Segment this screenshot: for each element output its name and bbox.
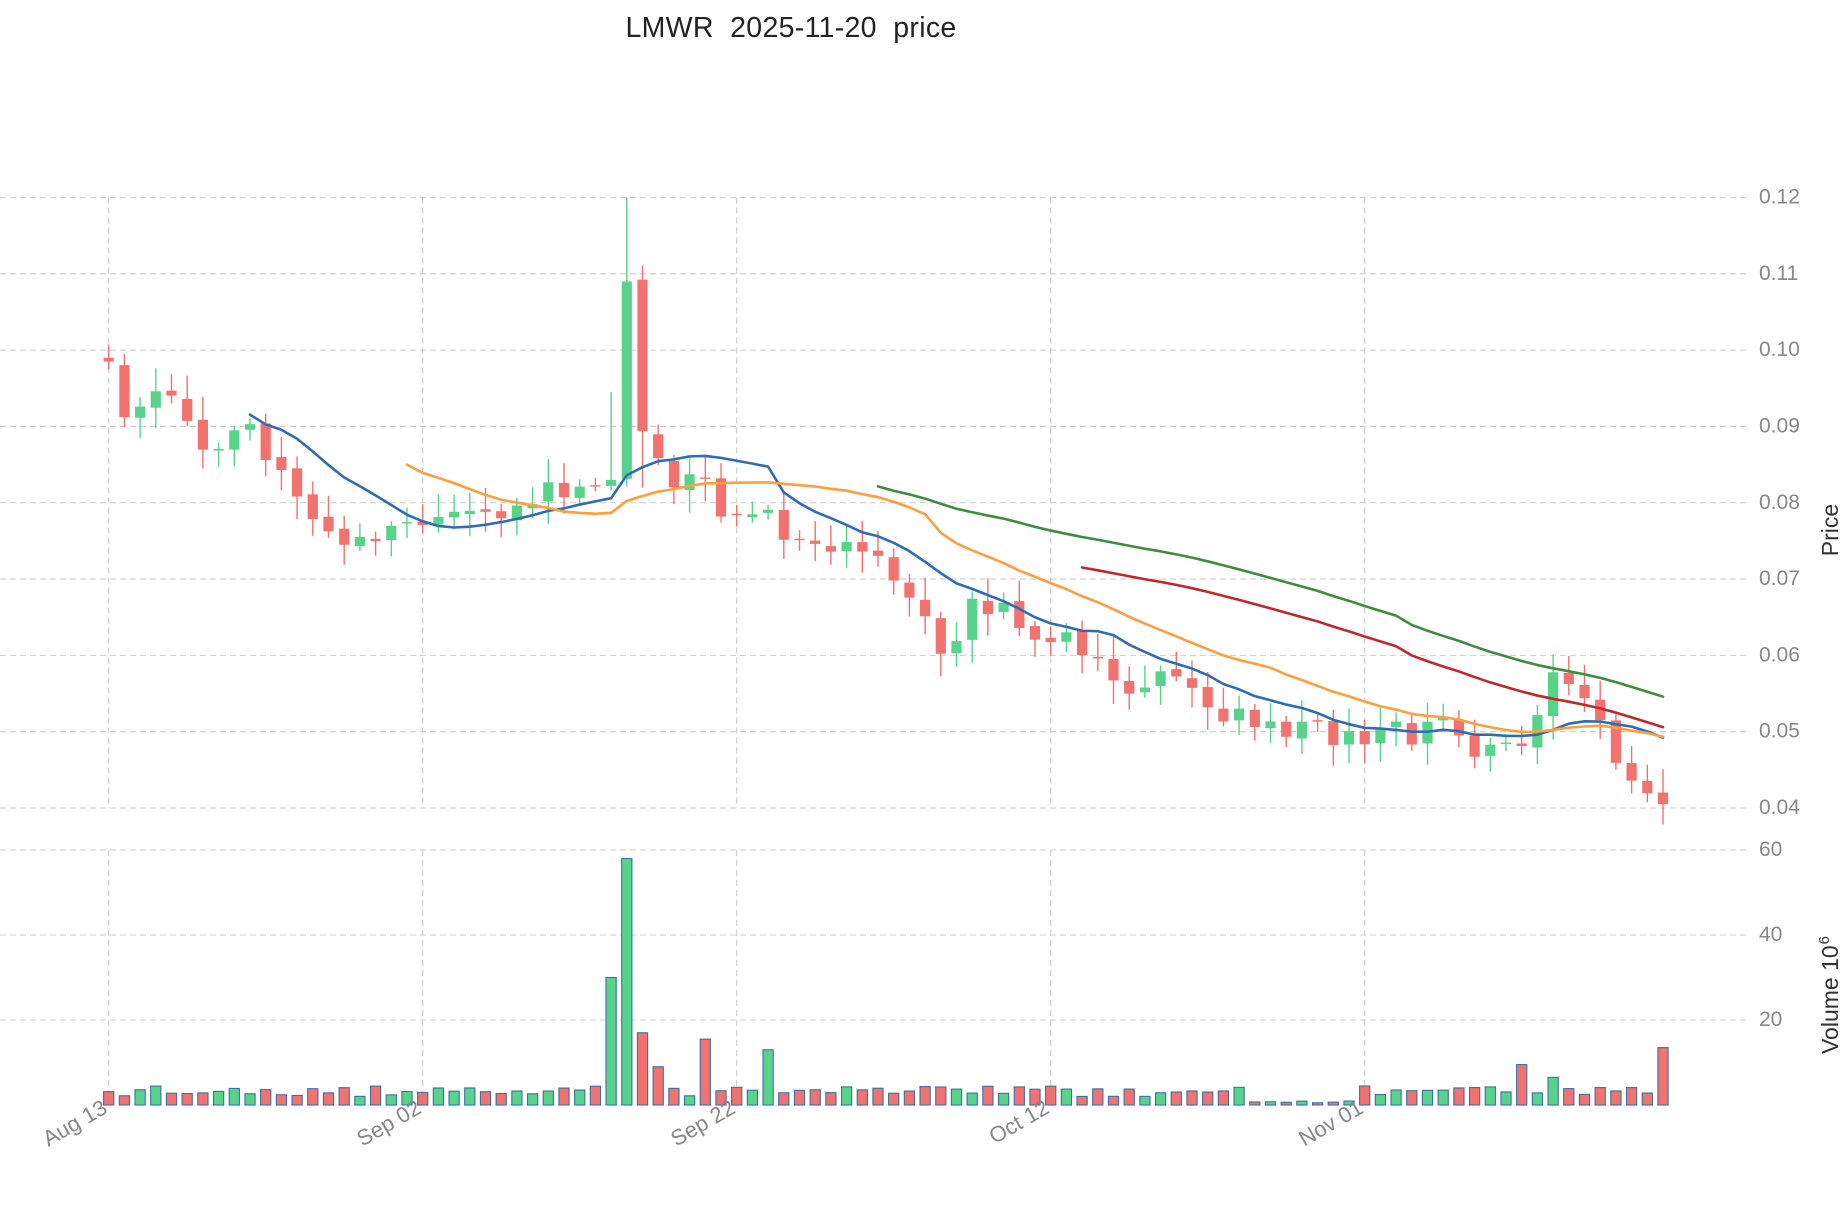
svg-text:0.06: 0.06 (1759, 643, 1800, 666)
svg-text:0.05: 0.05 (1759, 720, 1800, 743)
svg-text:0.10: 0.10 (1759, 338, 1800, 361)
svg-text:0.04: 0.04 (1759, 796, 1800, 819)
svg-text:Price: Price (1817, 504, 1843, 556)
svg-text:0.08: 0.08 (1759, 491, 1800, 514)
svg-text:0.07: 0.07 (1759, 567, 1800, 590)
svg-text:0.11: 0.11 (1759, 262, 1798, 285)
svg-text:60: 60 (1759, 838, 1782, 861)
svg-text:Aug 13: Aug 13 (38, 1095, 111, 1152)
svg-text:20: 20 (1759, 1008, 1782, 1031)
svg-text:40: 40 (1759, 923, 1782, 946)
svg-text:Volume 106: Volume 106 (1816, 936, 1843, 1054)
svg-text:0.12: 0.12 (1759, 186, 1800, 209)
svg-text:0.09: 0.09 (1759, 414, 1800, 437)
